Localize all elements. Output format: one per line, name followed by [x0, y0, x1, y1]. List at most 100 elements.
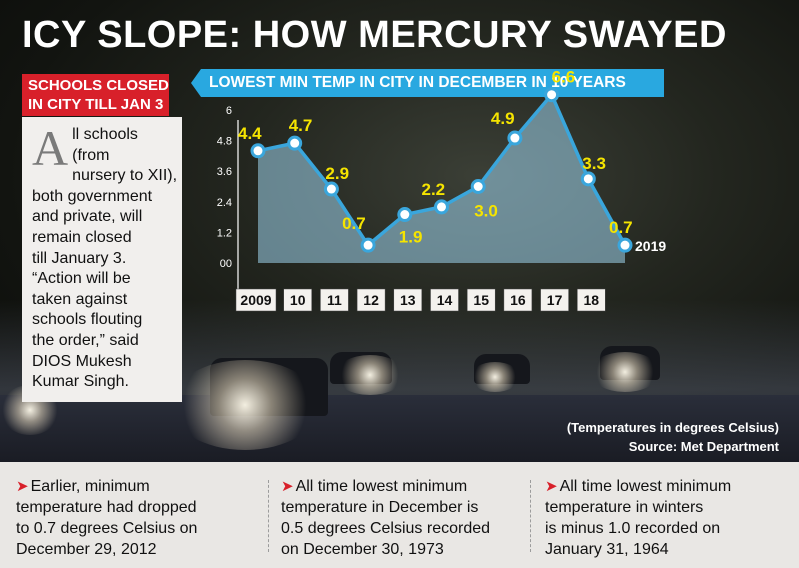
fact-line: 0.5 degrees Celsius recorded: [281, 520, 491, 537]
divider: [530, 480, 531, 552]
x-tick-label: 18: [584, 292, 600, 308]
dropcap: A: [32, 120, 69, 176]
y-tick-label: 1.2: [217, 227, 232, 239]
fact-line: on December 30, 1973: [281, 541, 444, 558]
notice-line: till January 3.: [32, 249, 127, 267]
fact-line: temperature in winters: [545, 499, 704, 516]
fact-line: temperature in December is: [281, 499, 479, 516]
data-label: 3.3: [582, 154, 606, 173]
x-tick-label: 15: [473, 292, 489, 308]
x-tick-label: 16: [510, 292, 526, 308]
data-point: [250, 143, 266, 159]
y-tick-label: 4.8: [217, 136, 232, 148]
y-tick-label: 2.4: [217, 197, 232, 209]
data-point: [507, 130, 523, 146]
x-tick-box: [540, 288, 569, 312]
notice-line: Kumar Singh.: [32, 373, 129, 391]
footer-facts: ➤ Earlier, minimum temperature had droppe…: [0, 462, 799, 568]
x-tick-label: 12: [363, 292, 379, 308]
y-tick-label: 00: [220, 258, 232, 270]
x-tick-label: 14: [437, 292, 453, 308]
x-tick-box: [320, 288, 349, 312]
notice-line: both government: [32, 187, 153, 205]
data-point: [434, 199, 449, 215]
x-tick-label: 13: [400, 292, 416, 308]
data-label: 2.9: [325, 164, 349, 183]
arrow-icon: ➤: [281, 478, 294, 495]
area-fill: [258, 94, 625, 263]
x-tick-label: 2019: [635, 238, 666, 254]
x-tick-box: [577, 288, 606, 312]
y-tick-label: 3.6: [217, 166, 232, 178]
headline: ICY SLOPE: HOW MERCURY SWAYED: [22, 14, 727, 56]
headlight-glow: [470, 362, 520, 392]
data-point: [470, 179, 486, 194]
temperature-chart: 6 4.8 3.6 2.4 1.2 00 4.4 4.7 2.9 0.7 1.9 2.2 3.0 4.9 6…: [217, 68, 666, 312]
x-tick-box: [235, 288, 277, 312]
x-tick-box: [283, 288, 312, 312]
data-point: [617, 237, 633, 253]
notice-line: “Action will be: [32, 270, 131, 288]
road: [0, 395, 799, 462]
notice-body: A ll schools (from nursery to XII), both go…: [22, 117, 182, 402]
notice-title-line: SCHOOLS CLOSED: [28, 77, 169, 94]
fact-line: All time lowest minimum: [559, 478, 732, 495]
notice-line: ll schools: [72, 126, 138, 143]
arrow-icon: ➤: [16, 478, 29, 495]
notice-title: SCHOOLS CLOSED IN CITY TILL JAN 3: [22, 74, 169, 116]
units-note: (Temperatures in degrees Celsius): [566, 420, 779, 435]
data-point: [287, 135, 303, 151]
notice-line: the order,” said: [32, 331, 139, 349]
arrow-icon: ➤: [545, 478, 558, 495]
fact-line: is minus 1.0 recorded on: [545, 520, 721, 537]
notice-line: nursery to XII),: [72, 167, 178, 185]
data-label: 4.9: [491, 109, 515, 128]
x-tick-box: [393, 288, 423, 312]
notice-line: remain closed: [32, 228, 132, 246]
source-block: (Temperatures in degrees Celsius) Source…: [567, 418, 779, 456]
notice-line: (from: [72, 146, 110, 164]
notice-text: ll schools (from nursery to XII), both gove…: [32, 125, 178, 393]
source-credit: Source: Met Department: [628, 439, 779, 454]
fact-line: temperature had dropped: [16, 499, 197, 516]
headlight-glow: [590, 352, 660, 392]
notice-line: taken against: [32, 290, 128, 308]
x-tick-label: 17: [547, 292, 563, 308]
x-tick-label: 10: [290, 292, 306, 308]
chart-title: LOWEST MIN TEMP IN CITY IN DECEMBER IN 1…: [191, 69, 664, 97]
fact-2: ➤ All time lowest minimum temperature in …: [281, 476, 490, 560]
x-tick-box: [430, 288, 459, 312]
y-tick-label: 6: [226, 105, 232, 117]
x-tick-label: 2009: [240, 292, 271, 308]
headlight-glow: [335, 355, 405, 395]
notice-line: DIOS Mukesh: [32, 352, 132, 370]
data-label: 3.0: [474, 202, 498, 221]
data-point: [360, 237, 376, 253]
data-label: 1.9: [399, 228, 423, 247]
data-label: 4.7: [289, 116, 313, 135]
x-tick-box: [503, 288, 533, 312]
fact-line: December 29, 2012: [16, 541, 157, 558]
notice-line: and private, will: [32, 208, 143, 226]
fact-line: All time lowest minimum: [295, 478, 468, 495]
data-point: [580, 171, 596, 187]
data-point: [544, 87, 560, 103]
fact-line: to 0.7 degrees Celsius on: [16, 520, 198, 537]
data-label: 4.4: [238, 124, 262, 143]
x-tick-box: [466, 288, 496, 312]
fact-1: ➤ Earlier, minimum temperature had droppe…: [16, 476, 197, 560]
notice-title-line: IN CITY TILL JAN 3: [28, 96, 164, 113]
x-tick-box: [356, 288, 386, 312]
data-label: 0.7: [609, 218, 633, 237]
notice-line: schools flouting: [32, 311, 143, 329]
data-label: 0.7: [342, 214, 366, 233]
data-label: 2.2: [422, 180, 446, 199]
fact-line: January 31, 1964: [545, 541, 669, 558]
headlight-glow: [170, 360, 320, 450]
fact-3: ➤ All time lowest minimum temperature in …: [545, 476, 731, 560]
data-point: [323, 181, 339, 197]
divider: [268, 480, 269, 552]
data-point: [397, 207, 413, 223]
data-label: 6.6: [552, 68, 576, 87]
fact-line: Earlier, minimum: [30, 478, 150, 495]
